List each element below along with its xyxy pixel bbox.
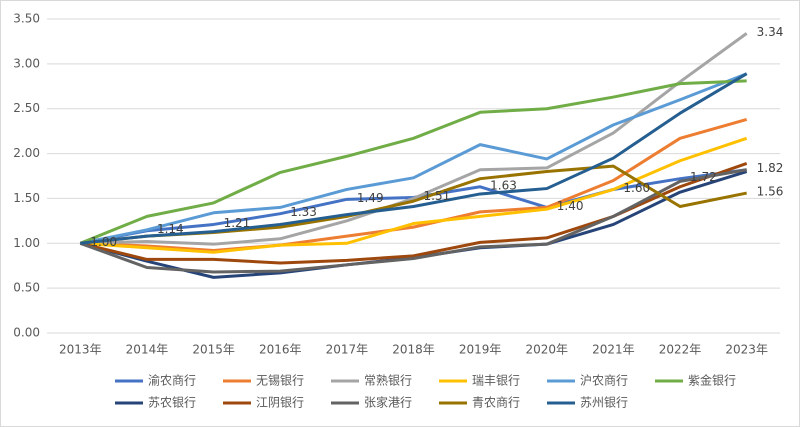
x-tick-label: 2023年 xyxy=(725,343,768,357)
data-label: 3.34 xyxy=(757,25,784,39)
data-label: 1.00 xyxy=(90,235,117,249)
x-tick-label: 2018年 xyxy=(392,343,435,357)
legend-label: 青农商行 xyxy=(472,395,520,410)
legend-label: 瑞丰银行 xyxy=(472,374,520,388)
data-label: 1.82 xyxy=(757,161,784,175)
x-tick-label: 2015年 xyxy=(192,343,235,357)
y-tick-label: 2.00 xyxy=(13,146,40,160)
data-label: 1.21 xyxy=(224,216,251,230)
x-tick-label: 2019年 xyxy=(459,343,502,357)
data-label: 1.51 xyxy=(424,189,451,203)
x-tick-label: 2021年 xyxy=(592,343,635,357)
y-tick-label: 3.50 xyxy=(13,12,40,26)
legend-label: 苏州银行 xyxy=(580,396,628,410)
x-tick-label: 2020年 xyxy=(525,343,568,357)
x-tick-label: 2022年 xyxy=(659,343,702,357)
series-line xyxy=(80,118,748,252)
series-line xyxy=(79,168,747,274)
x-tick-label: 2013年 xyxy=(59,343,102,357)
data-label: 1.33 xyxy=(290,205,317,219)
series-line xyxy=(79,162,748,265)
series-line xyxy=(80,72,748,245)
y-tick-label: 2.50 xyxy=(13,101,40,115)
legend-label: 苏农银行 xyxy=(148,396,196,410)
legend-label: 张家港行 xyxy=(364,395,412,410)
data-label: 1.56 xyxy=(757,185,784,199)
data-label: 1.40 xyxy=(557,199,584,213)
y-tick-label: 1.00 xyxy=(13,236,40,250)
data-label: 1.14 xyxy=(157,222,184,236)
legend-label: 常熟银行 xyxy=(364,373,412,388)
data-label: 1.49 xyxy=(357,191,384,205)
series-line xyxy=(79,79,747,245)
legend-label: 沪农商行 xyxy=(580,373,628,388)
x-tick-label: 2017年 xyxy=(326,343,369,357)
legend-label: 渝农商行 xyxy=(148,373,196,388)
x-tick-label: 2016年 xyxy=(259,343,302,357)
legend-label: 紫金银行 xyxy=(688,373,736,388)
y-tick-label: 3.00 xyxy=(13,56,40,70)
data-label: 1.63 xyxy=(490,178,517,192)
y-tick-label: 1.50 xyxy=(13,191,40,205)
y-tick-label: 0.50 xyxy=(13,281,40,295)
legend-label: 无锡银行 xyxy=(256,373,304,388)
series-line xyxy=(80,72,748,245)
legend-label: 江阴银行 xyxy=(256,396,304,410)
y-tick-label: 0.00 xyxy=(13,326,40,340)
x-tick-label: 2014年 xyxy=(126,343,169,357)
data-label: 1.60 xyxy=(623,181,650,195)
data-label: 1.72 xyxy=(690,170,717,184)
